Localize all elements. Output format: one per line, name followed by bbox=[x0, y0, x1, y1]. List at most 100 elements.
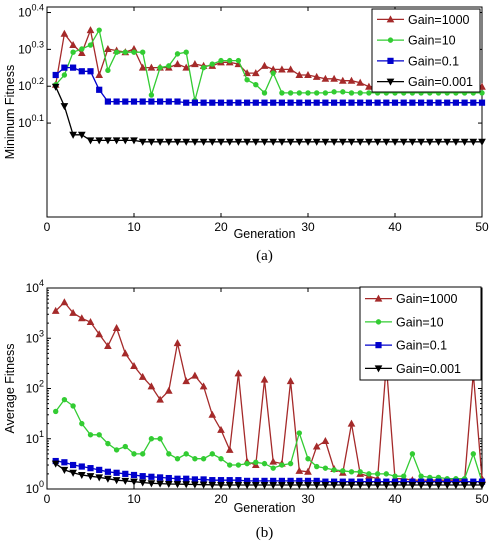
data-point bbox=[339, 99, 346, 106]
x-tick-label: 20 bbox=[214, 220, 228, 234]
data-point bbox=[87, 432, 94, 438]
data-point bbox=[312, 482, 321, 490]
data-point bbox=[227, 57, 233, 64]
data-point bbox=[173, 138, 182, 146]
data-point bbox=[86, 473, 95, 481]
data-point bbox=[478, 99, 486, 106]
y-tick-exp: 2 bbox=[39, 379, 44, 389]
data-point bbox=[191, 99, 199, 106]
data-point bbox=[165, 474, 172, 482]
x-tick-label: 40 bbox=[388, 220, 402, 234]
data-point bbox=[113, 447, 120, 453]
data-point bbox=[104, 341, 112, 350]
data-point bbox=[348, 90, 355, 96]
legend-swatch-marker bbox=[386, 15, 395, 23]
data-point bbox=[60, 29, 69, 37]
data-point bbox=[269, 482, 278, 490]
data-point bbox=[260, 482, 269, 490]
y-tick-base: 10 bbox=[18, 116, 32, 130]
data-point bbox=[156, 480, 164, 488]
data-point bbox=[243, 482, 251, 490]
data-point bbox=[130, 478, 138, 486]
data-point bbox=[244, 99, 251, 106]
data-point bbox=[305, 456, 311, 462]
data-point bbox=[86, 137, 95, 145]
data-point bbox=[77, 471, 86, 480]
data-point bbox=[104, 98, 112, 105]
data-point bbox=[314, 90, 320, 96]
data-point bbox=[366, 90, 372, 96]
data-point bbox=[338, 138, 347, 146]
data-point bbox=[148, 436, 155, 442]
legend-swatch-marker bbox=[375, 342, 382, 349]
data-point bbox=[338, 482, 347, 490]
data-point bbox=[401, 473, 407, 479]
data-point bbox=[260, 138, 269, 146]
data-point bbox=[139, 98, 146, 105]
data-point bbox=[409, 99, 416, 106]
data-point bbox=[148, 473, 155, 480]
data-point bbox=[357, 469, 363, 475]
data-point bbox=[147, 480, 156, 488]
data-point bbox=[269, 138, 278, 146]
legend-swatch-marker bbox=[386, 78, 395, 86]
data-point bbox=[434, 482, 443, 490]
data-point bbox=[217, 482, 225, 490]
data-point bbox=[348, 469, 355, 475]
y-tick-exp: 0.3 bbox=[31, 39, 44, 49]
data-point bbox=[122, 98, 129, 105]
data-point bbox=[296, 90, 302, 96]
data-point bbox=[417, 138, 425, 146]
data-point bbox=[278, 65, 286, 73]
series-gain-0-001 bbox=[51, 83, 486, 146]
legend-label: Gain=0.1 bbox=[396, 339, 447, 353]
data-point bbox=[286, 65, 295, 73]
data-point bbox=[347, 76, 356, 84]
data-point bbox=[209, 99, 216, 106]
x-tick-label: 50 bbox=[475, 492, 489, 506]
legend-box bbox=[371, 8, 481, 93]
data-point bbox=[304, 467, 312, 475]
data-point bbox=[373, 482, 382, 490]
data-point bbox=[227, 462, 233, 468]
data-point bbox=[113, 49, 120, 55]
legend-swatch-marker bbox=[387, 37, 394, 43]
y-tick-base: 10 bbox=[26, 382, 40, 396]
data-point bbox=[95, 474, 104, 482]
x-tick-label: 10 bbox=[127, 492, 141, 506]
legend-label: Gain=1000 bbox=[408, 13, 470, 27]
data-point bbox=[138, 372, 147, 380]
data-point bbox=[356, 482, 365, 490]
panel-label: (a) bbox=[256, 248, 273, 264]
data-point bbox=[295, 466, 304, 474]
data-point bbox=[87, 465, 94, 472]
data-point bbox=[357, 90, 363, 96]
data-point bbox=[147, 382, 156, 390]
x-tick-label: 0 bbox=[44, 492, 51, 506]
data-point bbox=[330, 74, 338, 82]
data-point bbox=[164, 386, 173, 394]
y-tick-base: 10 bbox=[26, 281, 40, 295]
data-point bbox=[452, 138, 460, 146]
data-point bbox=[399, 138, 408, 146]
legend-label: Gain=1000 bbox=[396, 292, 458, 306]
data-point bbox=[296, 430, 302, 436]
data-point bbox=[69, 40, 77, 49]
data-point bbox=[156, 395, 164, 403]
data-point bbox=[304, 99, 312, 106]
data-point bbox=[87, 42, 94, 48]
x-axis-label: Generation bbox=[234, 227, 296, 241]
data-point bbox=[191, 481, 199, 489]
data-point bbox=[78, 68, 85, 75]
data-point bbox=[383, 471, 389, 477]
data-point bbox=[460, 482, 469, 490]
data-point bbox=[408, 138, 417, 146]
data-point bbox=[322, 465, 329, 471]
y-tick-label: 100.4 bbox=[18, 3, 44, 20]
data-point bbox=[51, 306, 60, 314]
series-line bbox=[55, 398, 483, 482]
x-tick-label: 30 bbox=[301, 492, 315, 506]
data-point bbox=[418, 473, 424, 479]
y-axis-label: Average Fitness bbox=[3, 343, 17, 433]
x-tick-label: 30 bbox=[301, 220, 315, 234]
